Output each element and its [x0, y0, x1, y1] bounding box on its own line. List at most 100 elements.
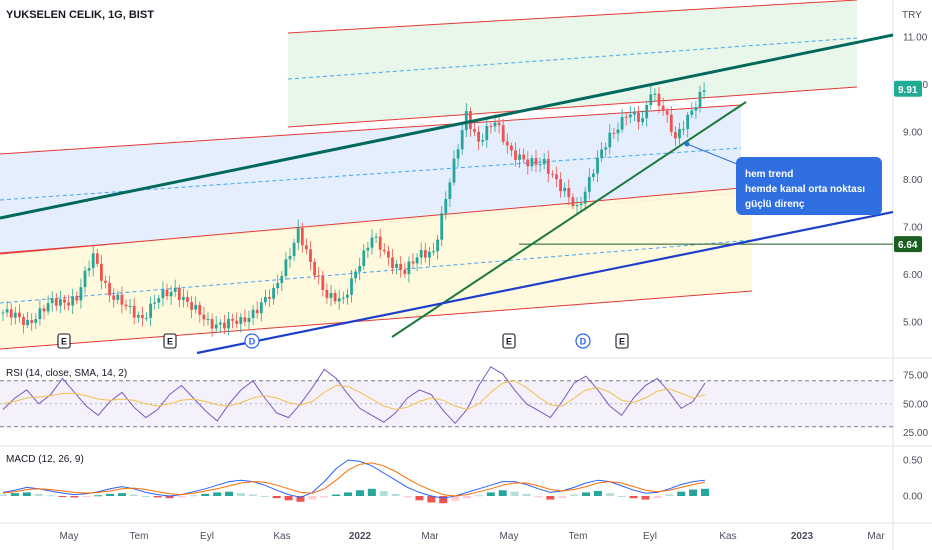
candle-body [366, 247, 370, 251]
candle-body [317, 275, 321, 277]
candle-body [120, 294, 124, 305]
price-marker-badge [894, 236, 922, 253]
earnings-marker-icon [163, 333, 177, 349]
earnings-marker-icon [57, 333, 71, 349]
candle-body [272, 287, 275, 299]
candle-body [423, 250, 427, 258]
macd-histogram-bar [344, 492, 353, 496]
rsi-sma-line [2, 380, 706, 411]
macd-histogram-bar [605, 493, 614, 496]
macd-histogram-bar [82, 496, 91, 497]
earnings-marker-letter: E [61, 337, 67, 347]
candle-body [702, 90, 706, 92]
regression-channels [0, 0, 893, 350]
macd-histogram-bar [689, 489, 698, 496]
macd-histogram-bar [34, 493, 43, 496]
candle-body [321, 276, 325, 290]
price-tick-label: 5.00 [903, 318, 923, 329]
trendline-long-support [196, 210, 894, 355]
time-tick-label: 2023 [791, 531, 814, 542]
callout-pointer [686, 143, 743, 167]
candle-body [460, 130, 464, 150]
candle-body [600, 149, 603, 158]
candle-body [296, 228, 300, 243]
channel-upper-line-2 [0, 104, 742, 155]
candle-body [59, 299, 62, 306]
macd-histogram-bar [272, 496, 281, 499]
macd-histogram-bar [153, 496, 162, 498]
macd-tick-label: 0.00 [903, 492, 923, 503]
candle-body [305, 245, 308, 250]
price-marker-label: 6.64 [898, 240, 918, 251]
candle-body [538, 164, 542, 166]
candle-body [686, 114, 690, 130]
candle-body [34, 319, 38, 323]
candle-body [116, 294, 120, 300]
candle-body [108, 282, 111, 296]
candle-body [456, 149, 460, 159]
time-tick-label: 2022 [349, 531, 372, 542]
macd-histogram-bar [546, 496, 555, 500]
candle-body [505, 141, 509, 146]
candle-body [530, 158, 534, 167]
trendline-long-resistance [0, 33, 894, 220]
macd-histogram-bar [463, 496, 472, 499]
candle-body [329, 292, 333, 298]
candle-body [645, 104, 649, 119]
macd-histogram-bar [117, 493, 126, 496]
rsi-tick-label: 50.00 [903, 399, 928, 410]
macd-histogram-bar [260, 496, 269, 497]
time-tick-label: Mar [421, 531, 439, 542]
macd-histogram-bar [629, 496, 638, 499]
candle-body [313, 261, 316, 276]
macd-title[interactable]: MACD (12, 26, 9) [6, 454, 84, 465]
channel-lower-line-1 [287, 86, 858, 128]
candle-body [399, 263, 403, 270]
rsi-pane: 75.00 50.00 25.00 [0, 366, 928, 439]
candle-body [9, 309, 13, 318]
candle-body [5, 309, 9, 313]
macd-line [2, 459, 706, 499]
candle-body [153, 302, 157, 304]
rsi-tick-label: 25.00 [903, 428, 928, 439]
candlestick-series [1, 82, 706, 337]
candle-body [522, 154, 526, 160]
candle-body [452, 158, 456, 183]
candle-body [587, 176, 591, 192]
candle-body [489, 126, 493, 128]
candle-body [481, 139, 485, 142]
chart-title[interactable]: YUKSELEN CELIK, 1G, BIST [6, 9, 154, 21]
candle-body [284, 259, 288, 276]
macd-histogram-bar [225, 491, 234, 496]
candle-body [104, 280, 107, 283]
candle-body [161, 289, 165, 299]
macd-histogram-bar [379, 490, 388, 496]
macd-histogram-bar [367, 488, 376, 496]
candle-body [612, 132, 616, 134]
macd-histogram-bar [534, 496, 543, 498]
candle-body [100, 263, 103, 281]
candle-body [678, 129, 681, 139]
candle-body [165, 289, 169, 297]
candle-body [391, 257, 394, 269]
candle-body [194, 304, 198, 310]
candle-body [415, 257, 419, 264]
macd-histogram-bar [510, 491, 519, 496]
candle-body [419, 250, 423, 258]
dividend-marker-letter: D [249, 337, 256, 347]
macd-histogram-bar [58, 496, 67, 497]
rsi-line [2, 366, 706, 425]
trendline-rising-support [391, 101, 747, 338]
macd-histogram-bar [189, 495, 198, 497]
candle-body [255, 309, 259, 314]
candle-body [132, 305, 136, 318]
time-tick-label: Kas [719, 531, 736, 542]
candle-body [395, 263, 398, 269]
annotation-callout[interactable]: hem trend hemde kanal orta noktası güçlü… [684, 141, 883, 216]
candle-body [190, 302, 193, 310]
candle-body [71, 296, 75, 306]
rsi-title[interactable]: RSI (14, close, SMA, 14, 2) [6, 368, 127, 379]
candle-body [223, 322, 226, 329]
